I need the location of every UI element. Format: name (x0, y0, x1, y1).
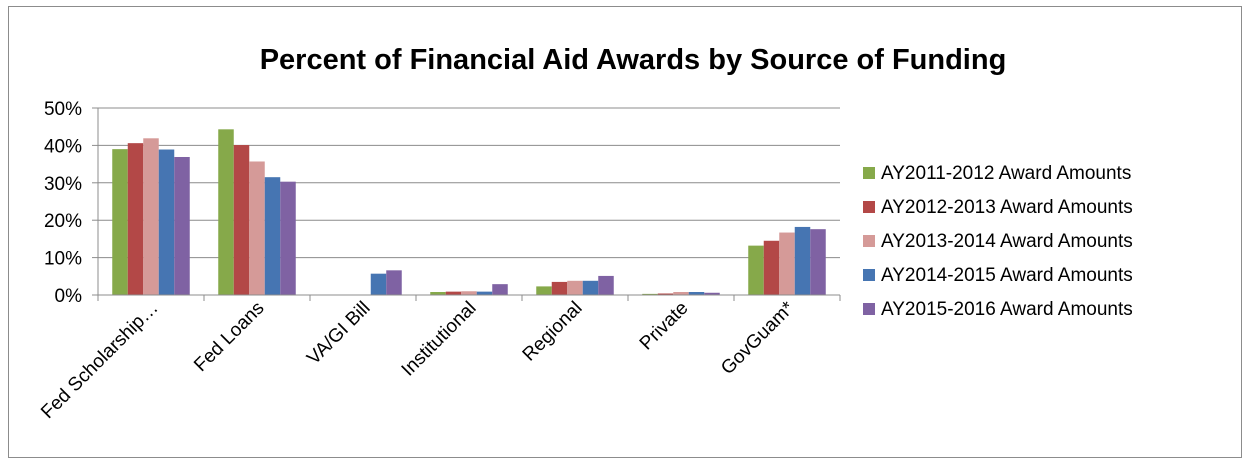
legend-label: AY2013-2014 Award Amounts (881, 231, 1133, 252)
axes (97, 108, 841, 301)
bar (748, 245, 764, 295)
bar (492, 284, 508, 295)
bar (704, 292, 720, 295)
bar (657, 293, 674, 295)
bar (688, 292, 705, 295)
bar (810, 229, 826, 295)
chart-area: Percent of Financial Aid Awards by Sourc… (8, 6, 1242, 458)
bar (461, 291, 477, 295)
bar (233, 145, 250, 295)
bar (536, 286, 552, 295)
legend-swatch (863, 235, 875, 247)
bar (445, 291, 462, 295)
bar (174, 156, 190, 295)
y-tick-label: 30% (44, 174, 82, 195)
bar (386, 270, 402, 295)
bar (673, 292, 689, 295)
x-category-label: GovGuam* (717, 297, 799, 379)
legend-swatch (863, 201, 875, 213)
bar (430, 292, 446, 295)
y-tick-label: 40% (44, 136, 82, 157)
bar (370, 273, 387, 295)
y-tick-label: 10% (44, 249, 82, 270)
bar (779, 232, 795, 295)
bars (112, 129, 826, 295)
bar (127, 143, 144, 295)
legend: AY2011-2012 Award Amounts AY2012-2013 Awa… (863, 163, 1133, 320)
legend-swatch (863, 269, 875, 281)
y-tick-label: 50% (44, 99, 82, 120)
x-category-label: Institutional (398, 298, 481, 381)
y-tick-label: 20% (44, 211, 82, 232)
x-axis-categories: Fed Scholarship… Fed Loans VA/GI Bill Insti… (37, 297, 799, 423)
chart-title: Percent of Financial Aid Awards by Sourc… (260, 44, 1007, 76)
legend-item: AY2012-2013 Award Amounts (863, 197, 1133, 218)
bar (143, 138, 159, 295)
legend-item: AY2011-2012 Award Amounts (863, 163, 1131, 184)
legend-label: AY2012-2013 Award Amounts (881, 197, 1133, 218)
x-category-label: Private (636, 298, 693, 355)
bar (264, 177, 281, 295)
bar (642, 293, 658, 295)
y-axis-ticks: 0% 10% 20% 30% 40% 50% (44, 99, 98, 307)
bar (112, 149, 128, 295)
x-category-label: VA/GI Bill (303, 298, 374, 369)
legend-swatch (863, 303, 875, 315)
gridlines (98, 107, 840, 259)
y-tick-label: 0% (55, 286, 83, 307)
bar (582, 280, 599, 295)
bar (598, 275, 614, 295)
legend-label: AY2014-2015 Award Amounts (881, 265, 1133, 286)
bar (763, 240, 780, 295)
bar (794, 226, 811, 295)
x-category-label: Fed Loans (190, 298, 268, 376)
x-category-label: Regional (519, 298, 587, 366)
x-category-label: Fed Scholarship… (37, 298, 162, 423)
legend-item: AY2013-2014 Award Amounts (863, 231, 1133, 252)
bar (218, 129, 234, 295)
legend-item: AY2014-2015 Award Amounts (863, 265, 1133, 286)
bar (567, 280, 583, 295)
bar (476, 291, 493, 295)
bar (249, 161, 265, 295)
bar (158, 149, 175, 295)
legend-item: AY2015-2016 Award Amounts (863, 299, 1133, 320)
legend-label: AY2011-2012 Award Amounts (881, 163, 1131, 184)
legend-label: AY2015-2016 Award Amounts (881, 299, 1133, 320)
bar (551, 281, 568, 295)
bar (280, 181, 296, 295)
chart-svg: Percent of Financial Aid Awards by Sourc… (37, 44, 1133, 423)
legend-swatch (863, 167, 875, 179)
